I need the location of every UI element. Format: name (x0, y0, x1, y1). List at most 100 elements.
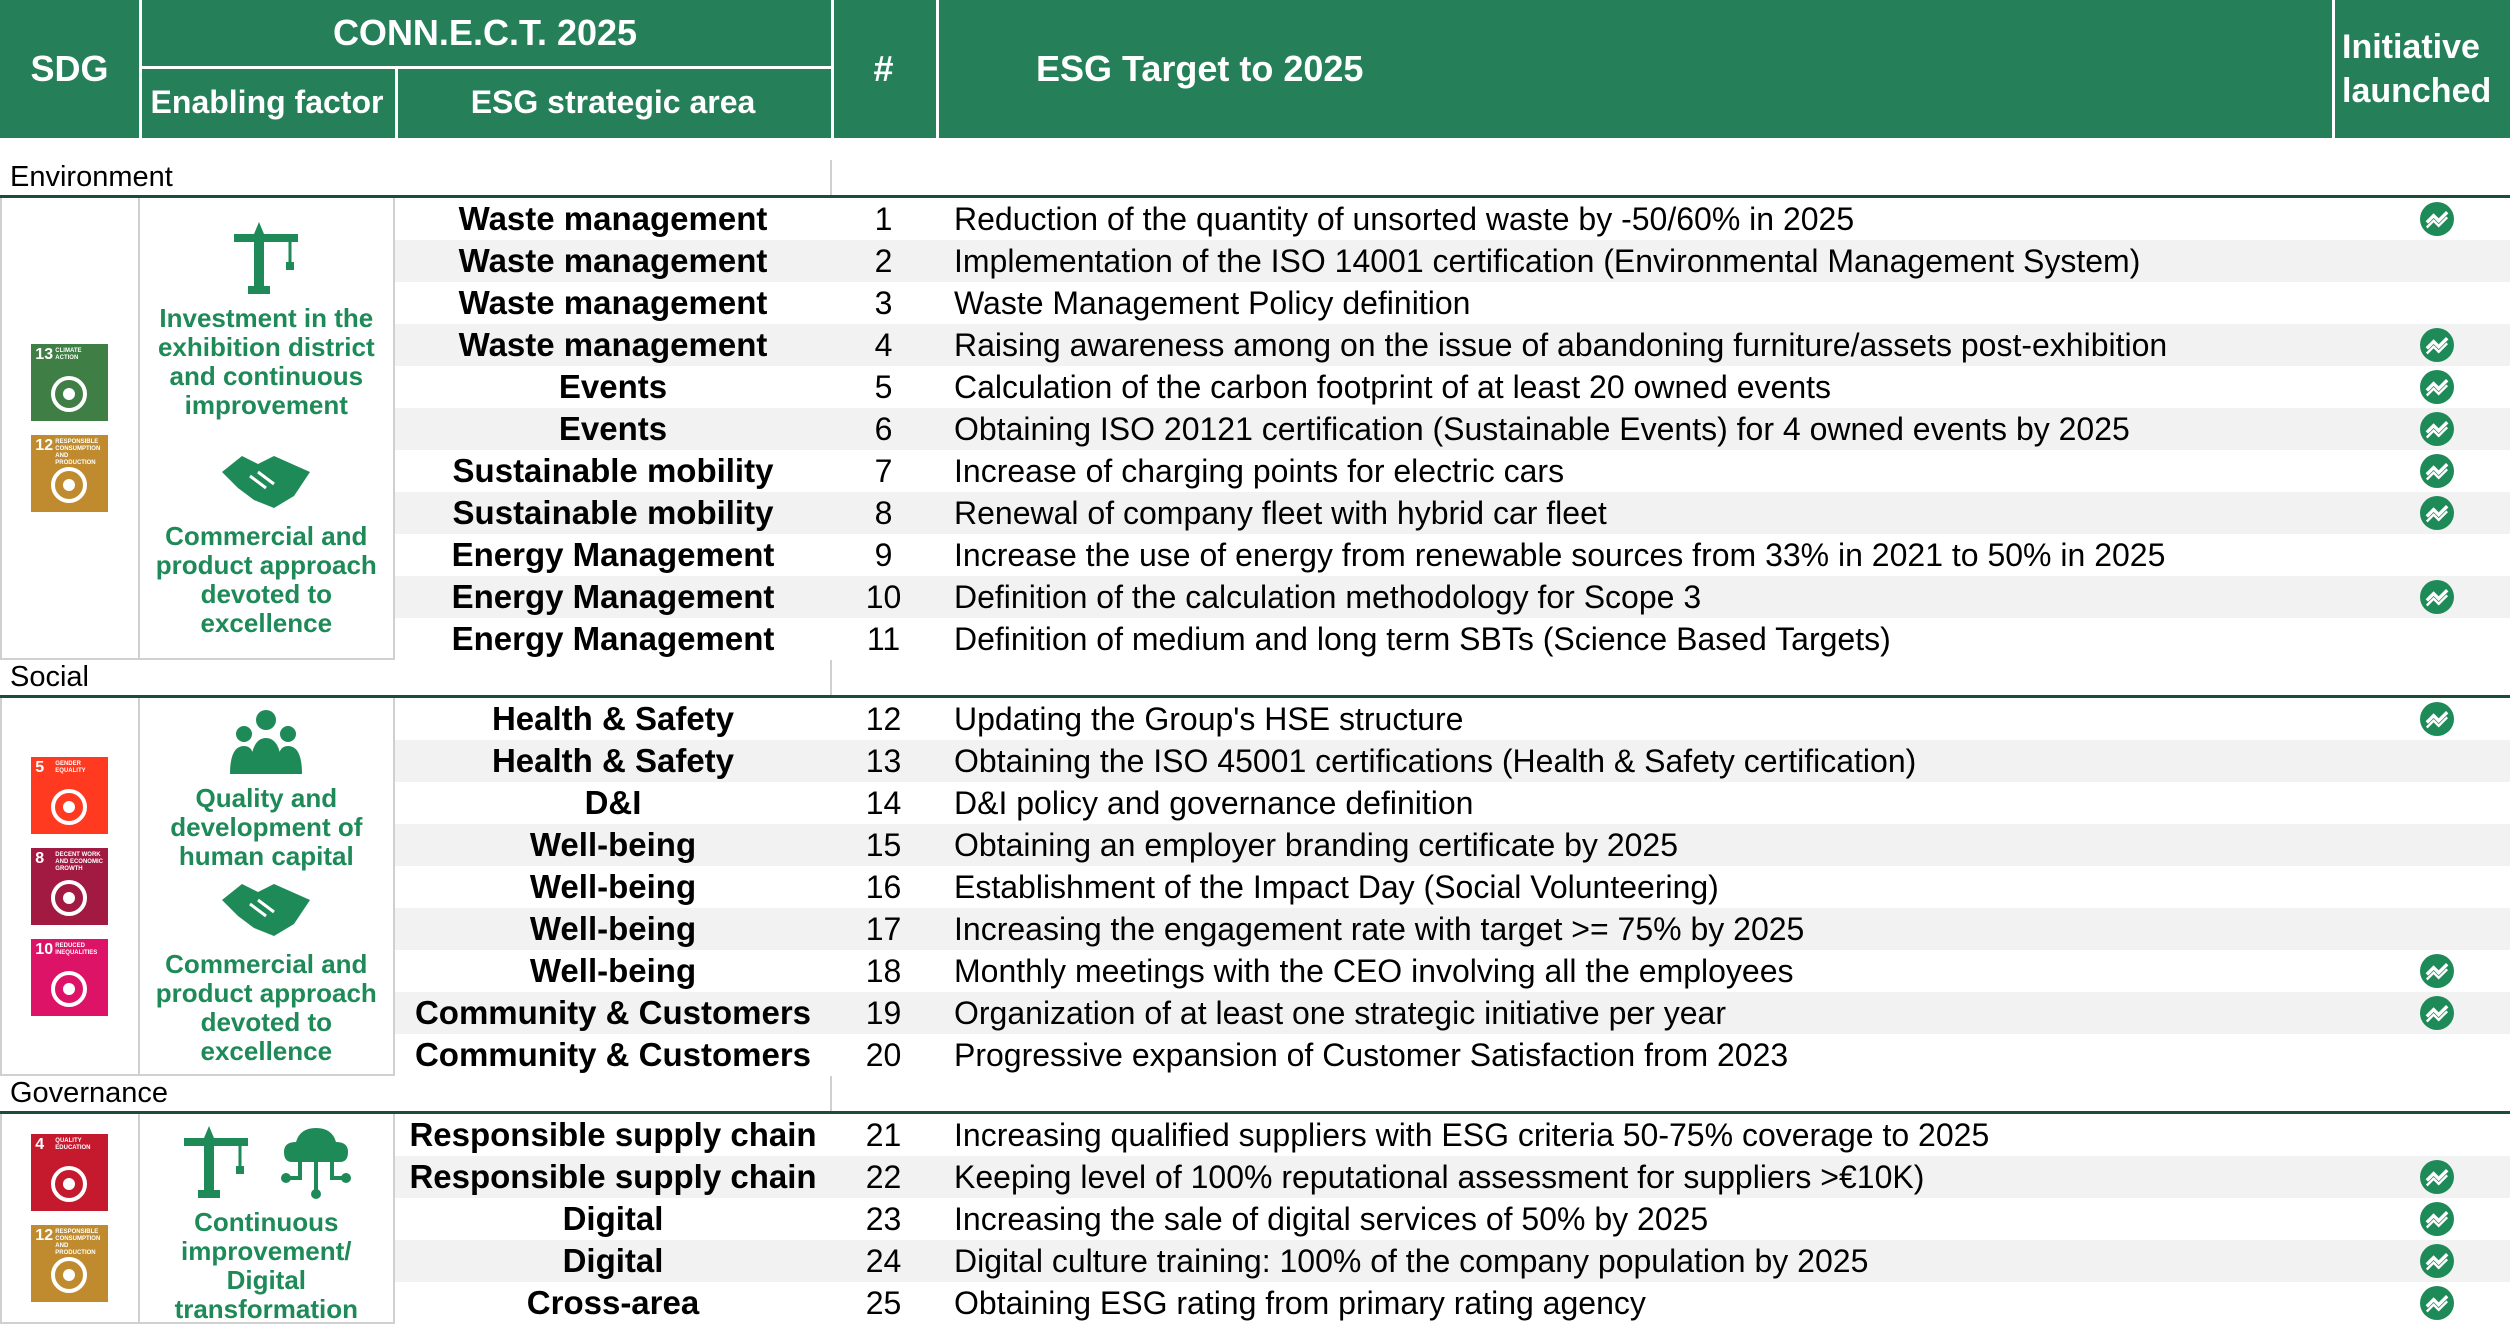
strategic-area: Waste management (458, 242, 768, 279)
target-number: 14 (865, 784, 902, 821)
target-number: 13 (865, 742, 902, 779)
target-number: 23 (865, 1200, 902, 1237)
strategic-area: Health & Safety (491, 742, 735, 779)
sdg-label: CLIMATE ACTION (55, 348, 82, 361)
factor-icons (218, 872, 314, 944)
target-number: 4 (874, 326, 893, 363)
enabling-factor-text: Commercial and product approach devoted … (155, 948, 377, 1066)
sdg-glyph (51, 376, 88, 412)
target-text: D&I policy and governance definition (954, 784, 1474, 821)
target-text: Establishment of the Impact Day (Social … (954, 868, 1719, 905)
sdg-number: 13 (35, 346, 54, 363)
enabling-factor-text: Investment in the exhibition district an… (157, 303, 375, 420)
sdg-number: 8 (35, 849, 45, 867)
factor-icon (230, 710, 303, 775)
target-number: 8 (874, 494, 893, 531)
sdg-icon: 12 RESPONSIBLE CONSUMPTION AND PRODUCTION (31, 1225, 109, 1302)
row-stripe (395, 492, 2510, 534)
sdg-glyph (51, 1166, 88, 1202)
header-number: # (831, 0, 936, 138)
strategic-area: Community & Customers (414, 994, 812, 1031)
target-number: 3 (874, 284, 893, 321)
row-stripe (395, 324, 2510, 366)
target-text: Raising awareness among on the issue of … (954, 326, 2168, 363)
sdg-icon: 12 RESPONSIBLE CONSUMPTION AND PRODUCTION (31, 435, 109, 512)
launched-check (2420, 1160, 2454, 1194)
target-text: Organization of at least one strategic i… (954, 994, 1726, 1031)
launched-check (2420, 370, 2454, 404)
target-number: 17 (865, 910, 902, 947)
sdg-icon: 10 REDUCED INEQUALITIES (31, 938, 109, 1016)
launched-check (2420, 580, 2454, 614)
enabling-factor-text: Continuous improvement/ Digital transfor… (174, 1207, 359, 1324)
strategic-area: Waste management (458, 326, 768, 363)
header-sdg: SDG (0, 0, 139, 138)
section-label: Governance (10, 1076, 168, 1109)
target-text: Calculation of the carbon footprint of a… (954, 368, 1831, 405)
strategic-area: Well-being (529, 826, 697, 863)
strategic-area: Well-being (529, 868, 697, 905)
target-text: Updating the Group's HSE structure (954, 700, 1464, 737)
enabling-column: Continuous improvement/ Digital transfor… (140, 1114, 393, 1324)
section-label: Social (10, 660, 89, 693)
target-text: Increasing qualified suppliers with ESG … (954, 1116, 1990, 1153)
target-text: Renewal of company fleet with hybrid car… (954, 494, 1607, 531)
header-area: ESG strategic area (395, 66, 831, 138)
strategic-area: Digital (562, 1200, 664, 1237)
sdg-label: QUALITY EDUCATION (55, 1138, 91, 1151)
strategic-area: D&I (584, 784, 642, 821)
strategic-area: Cross-area (526, 1284, 700, 1321)
target-number: 15 (865, 826, 902, 863)
strategic-area: Health & Safety (491, 700, 735, 737)
strategic-area: Well-being (529, 952, 697, 989)
launched-check (2420, 1244, 2454, 1278)
section-divider (830, 1076, 832, 1114)
enabling-factor: Investment in the exhibition district an… (140, 218, 393, 420)
strategic-area: Energy Management (451, 578, 775, 615)
enabling-column: Investment in the exhibition district an… (140, 198, 393, 658)
factor-icons (218, 444, 314, 516)
sdg-number: 4 (35, 1136, 45, 1153)
header-target: ESG Target to 2025 (936, 0, 2332, 138)
section-divider (830, 660, 832, 698)
launched-check (2420, 328, 2454, 362)
section-divider (830, 160, 832, 198)
factor-icons (226, 706, 306, 778)
enabling-factor: Commercial and product approach devoted … (140, 872, 393, 1066)
header-initiative: Initiative launched (2332, 0, 2510, 138)
header-connect: CONN.E.C.T. 2025 (139, 0, 831, 66)
sdg-label: RESPONSIBLE CONSUMPTION AND PRODUCTION (55, 439, 101, 466)
strategic-area: Events (558, 368, 668, 405)
target-text: Keeping level of 100% reputational asses… (954, 1158, 1925, 1195)
sdg-label: DECENT WORK AND ECONOMIC GROWTH (55, 851, 103, 872)
factor-icon (184, 1126, 249, 1198)
target-number: 22 (865, 1158, 902, 1195)
sdg-glyph (51, 879, 88, 916)
section-left: 4 QUALITY EDUCATION 12 RESPONSIBLE CONSUMPT… (0, 1114, 395, 1324)
target-number: 18 (865, 952, 902, 989)
factor-icons (226, 218, 306, 298)
sdg-label: REDUCED INEQUALITIES (55, 942, 98, 956)
sdg-glyph (51, 467, 88, 503)
row-stripe (395, 576, 2510, 618)
row-stripe (395, 240, 2510, 282)
target-number: 25 (865, 1284, 902, 1321)
sdg-number: 12 (35, 437, 54, 454)
launched-check (2420, 1286, 2454, 1320)
target-number: 12 (865, 700, 902, 737)
section-label: Environment (10, 160, 173, 193)
sdg-number: 10 (35, 940, 54, 958)
target-number: 20 (865, 1036, 902, 1073)
target-number: 16 (865, 868, 902, 905)
sdg-label: GENDER EQUALITY (55, 760, 86, 774)
target-number: 2 (874, 242, 893, 279)
target-text: Increasing the sale of digital services … (954, 1200, 1709, 1237)
target-text: Obtaining ISO 20121 certification (Susta… (954, 410, 2130, 447)
target-text: Digital culture training: 100% of the co… (954, 1242, 1869, 1279)
row-stripe (395, 408, 2510, 450)
sdg-icon: 5 GENDER EQUALITY (31, 756, 109, 834)
target-text: Definition of medium and long term SBTs … (954, 620, 1891, 657)
strategic-area: Digital (562, 1242, 664, 1279)
factor-icon (222, 883, 311, 936)
